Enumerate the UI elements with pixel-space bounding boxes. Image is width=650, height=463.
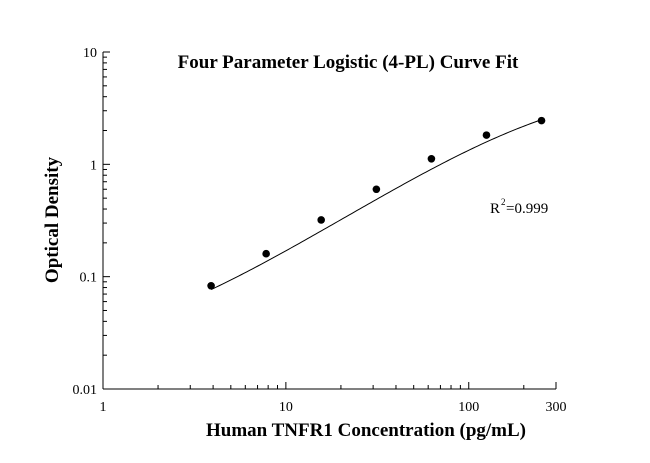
data-point xyxy=(317,216,325,224)
y-tick-label: 0.01 xyxy=(73,383,98,398)
data-point xyxy=(262,249,270,258)
data-point xyxy=(482,131,491,139)
x-axis-label: Human TNFR1 Concentration (pg/mL) xyxy=(206,420,526,441)
data-point xyxy=(372,185,381,194)
r-squared-annotation: R 2 =0.999 xyxy=(490,197,548,217)
data-point xyxy=(537,116,546,125)
data-point xyxy=(427,155,436,163)
x-tick-label: 10 xyxy=(279,400,293,415)
y-tick-label: 1 xyxy=(90,158,97,173)
fit-curve xyxy=(210,119,542,291)
y-tick-label: 10 xyxy=(83,46,97,61)
x-tick-label: 1 xyxy=(100,400,107,415)
x-tick-label: 300 xyxy=(546,400,567,415)
y-axis-label: Optical Density xyxy=(42,156,63,283)
axes: 1 10 100 300 0.01 0.1 1 10 xyxy=(73,46,567,415)
r-squared-value: =0.999 xyxy=(506,201,548,217)
y-tick-label: 0.1 xyxy=(80,271,98,286)
data-points xyxy=(207,116,546,290)
r-squared-sup: 2 xyxy=(501,197,506,207)
r-squared-label: R xyxy=(490,201,500,217)
data-point xyxy=(207,281,215,290)
chart-title: Four Parameter Logistic (4-PL) Curve Fit xyxy=(178,52,519,73)
x-tick-label: 100 xyxy=(458,400,479,415)
